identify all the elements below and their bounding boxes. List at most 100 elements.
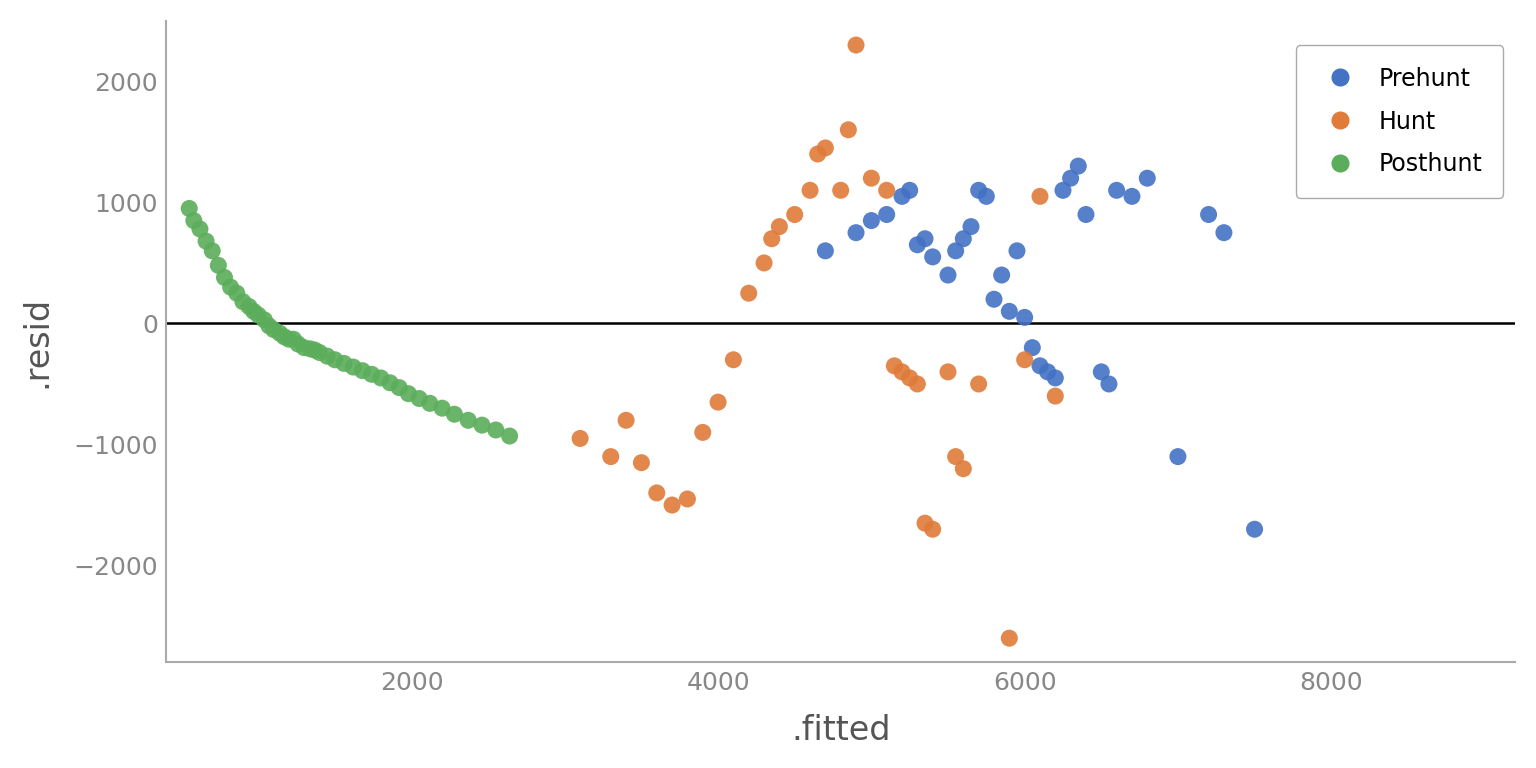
Point: [782, 208, 806, 220]
Point: [1212, 227, 1236, 239]
Point: [843, 39, 868, 51]
Point: [1028, 190, 1052, 203]
Point: [177, 202, 201, 214]
Point: [1097, 378, 1121, 390]
Point: [230, 296, 255, 308]
Point: [797, 184, 822, 197]
Point: [315, 350, 339, 362]
Point: [905, 239, 929, 251]
Point: [813, 245, 837, 257]
Point: [920, 523, 945, 535]
Point: [691, 426, 716, 439]
Point: [966, 378, 991, 390]
Point: [237, 300, 261, 313]
Point: [292, 342, 316, 354]
Point: [766, 220, 791, 233]
Point: [874, 184, 899, 197]
Point: [470, 419, 495, 432]
Point: [943, 245, 968, 257]
Point: [897, 372, 922, 384]
Point: [194, 235, 218, 247]
Point: [272, 331, 296, 343]
Point: [813, 142, 837, 154]
Point: [442, 408, 467, 420]
Point: [456, 414, 481, 426]
Point: [951, 233, 975, 245]
Point: [1427, 160, 1452, 172]
Point: [206, 260, 230, 272]
Point: [181, 214, 206, 227]
Point: [889, 366, 914, 378]
Point: [982, 293, 1006, 306]
Point: [935, 366, 960, 378]
Point: [1104, 184, 1129, 197]
Point: [1074, 208, 1098, 220]
Point: [912, 233, 937, 245]
Point: [378, 376, 402, 389]
Point: [281, 333, 306, 346]
Point: [630, 456, 654, 468]
Point: [1020, 342, 1044, 354]
Point: [267, 327, 292, 339]
Point: [1005, 245, 1029, 257]
Legend: Prehunt, Hunt, Posthunt: Prehunt, Hunt, Posthunt: [1295, 45, 1504, 197]
Point: [874, 208, 899, 220]
Point: [498, 430, 522, 442]
Point: [430, 402, 455, 414]
Point: [660, 499, 685, 511]
Point: [1035, 366, 1060, 378]
Point: [859, 172, 883, 184]
Point: [882, 359, 906, 372]
Point: [276, 333, 301, 346]
Point: [1043, 390, 1068, 402]
Point: [935, 269, 960, 281]
Point: [1058, 172, 1083, 184]
Point: [1089, 366, 1114, 378]
Point: [1043, 372, 1068, 384]
Point: [974, 190, 998, 203]
Point: [218, 281, 243, 293]
Point: [1197, 208, 1221, 220]
Point: [1051, 184, 1075, 197]
Point: [705, 396, 730, 409]
Point: [843, 227, 868, 239]
Point: [303, 344, 327, 356]
Point: [252, 313, 276, 326]
Point: [1012, 311, 1037, 323]
Point: [720, 353, 745, 366]
Point: [1135, 172, 1160, 184]
Point: [859, 214, 883, 227]
Point: [484, 424, 508, 436]
Point: [187, 223, 212, 235]
Point: [261, 323, 286, 336]
Point: [407, 392, 432, 405]
Point: [614, 414, 639, 426]
Point: [1166, 451, 1190, 463]
Point: [341, 361, 366, 373]
Point: [323, 353, 347, 366]
Point: [396, 388, 421, 400]
Point: [332, 357, 356, 369]
Point: [736, 287, 760, 300]
Point: [359, 368, 384, 380]
Y-axis label: .resid: .resid: [22, 296, 54, 388]
Point: [599, 451, 624, 463]
Point: [912, 517, 937, 529]
Point: [920, 250, 945, 263]
Point: [1028, 359, 1052, 372]
Point: [418, 397, 442, 409]
Point: [241, 305, 266, 317]
Point: [1066, 160, 1091, 172]
Point: [369, 372, 393, 384]
Point: [676, 493, 700, 505]
Point: [997, 305, 1021, 317]
Point: [1120, 190, 1144, 203]
Point: [943, 451, 968, 463]
Point: [828, 184, 852, 197]
Point: [645, 487, 670, 499]
Point: [224, 287, 249, 300]
Point: [989, 269, 1014, 281]
Point: [966, 184, 991, 197]
Point: [387, 382, 412, 394]
Point: [286, 338, 310, 350]
